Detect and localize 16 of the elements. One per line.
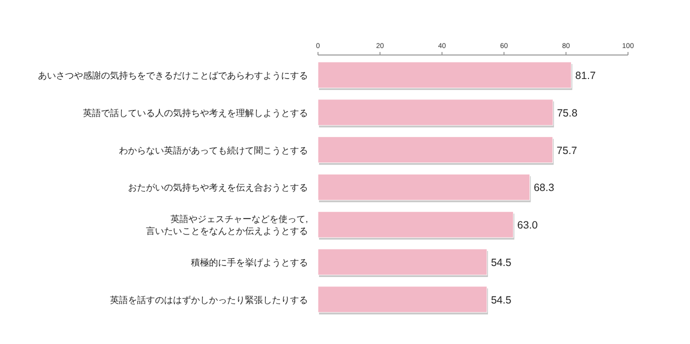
bar xyxy=(318,248,488,276)
y-tick-label: わからない英語があっても続けて聞こうとする xyxy=(119,145,308,156)
bar xyxy=(318,62,572,88)
data-label: 75.7 xyxy=(556,144,578,157)
y-tick-label: 英語やジェスチャーなどを使って, 言いたいことをなんとか伝えようとする xyxy=(146,214,308,236)
data-label: 54.5 xyxy=(490,294,512,306)
y-tick-label: 英語を話すのははずかしかったり緊張したりする xyxy=(110,294,308,305)
y-tick-label: 積極的に手を挙げようとする xyxy=(191,258,308,268)
data-label: 68.3 xyxy=(534,182,554,194)
y-tick-label: 英語で話している人の気持ちや考えを理解しようとする xyxy=(83,108,308,118)
data-label: 81.7 xyxy=(575,70,596,82)
data-label: 63.0 xyxy=(517,220,538,232)
y-tick-label: おたがいの気持ちや考えを伝え合おうとする xyxy=(128,182,308,193)
data-label: 75.8 xyxy=(556,107,578,120)
y-tick-label: あいさつや感謝の気持ちをできるだけことばであらわすようにする xyxy=(38,70,308,80)
data-label: 54.5 xyxy=(490,257,512,269)
